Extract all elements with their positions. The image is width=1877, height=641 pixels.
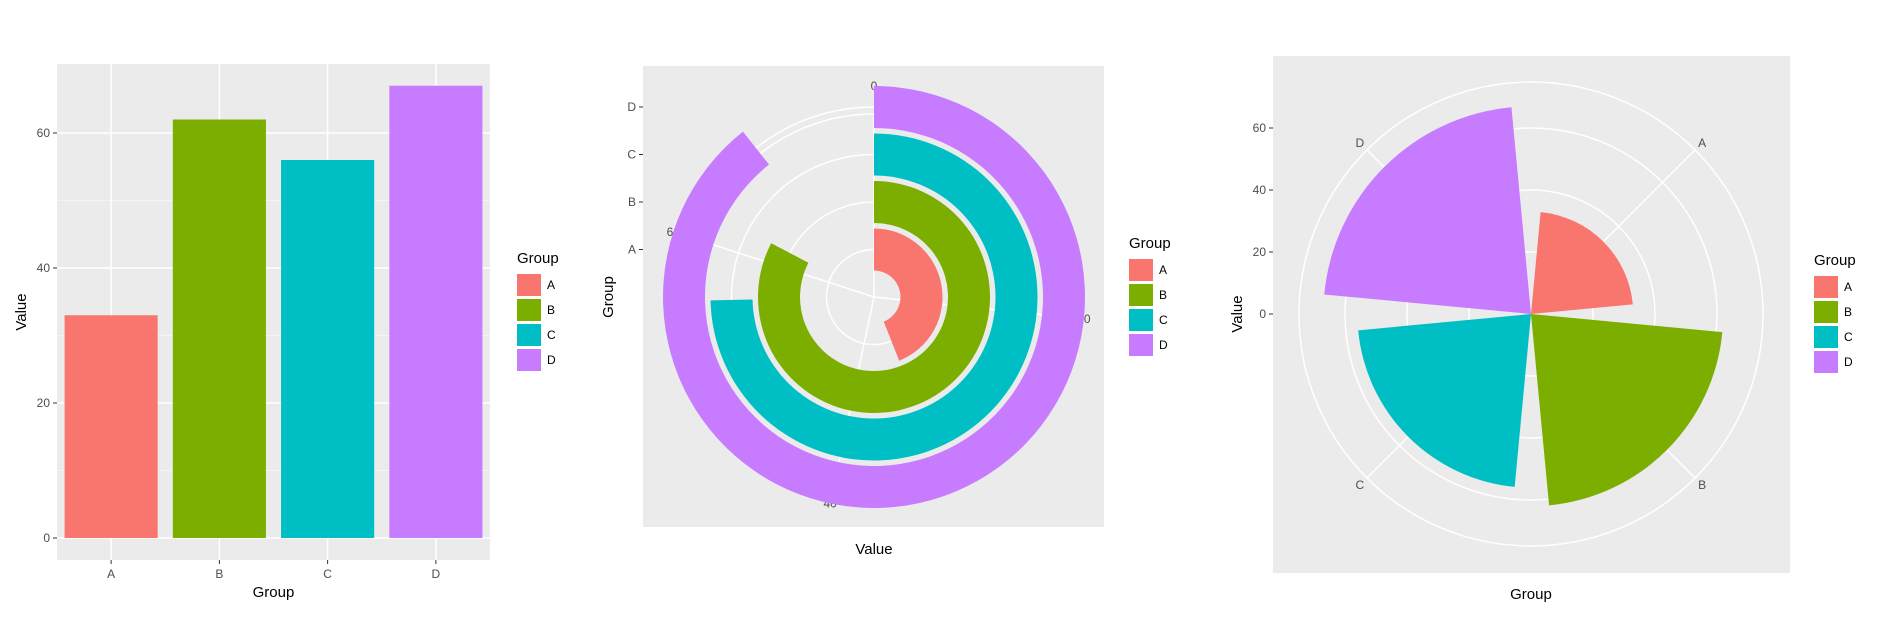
polar-radial-bar-chart: 0204060ABCDValueGroupGroupABCD [600,66,1171,558]
legend-key-a [1129,259,1153,281]
arc-bar-b [758,181,990,413]
legend-key-d [1129,334,1153,356]
legend-key-d [517,349,541,371]
rose-wedge-d [1324,107,1531,315]
y-tick-label: 40 [37,261,51,275]
legend-label-b: B [547,303,555,317]
bar-d [389,85,483,538]
legend-key-c [1129,309,1153,331]
theta-tick-label: 0 [871,79,878,93]
y-tick-label: C [627,148,636,162]
legend-key-c [1814,326,1838,348]
rose-wedge-b [1531,314,1723,506]
outer-gridline [1298,81,1764,547]
x-tick-label: A [107,567,115,581]
radial-gridline [1344,127,1718,501]
y-axis-title: Group [600,276,617,318]
legend-label-d: D [1844,355,1853,369]
legend-key-c [517,324,541,346]
y-tick-label: 20 [1253,245,1267,259]
legend-label-d: D [1159,338,1168,352]
legend-title: Group [1129,235,1171,252]
y-tick-label: 0 [43,531,50,545]
y-tick-label: B [628,195,636,209]
bar-b [172,119,266,538]
arc-bar-a [874,228,943,361]
y-tick-label: 60 [1253,121,1267,135]
theta-tick-label: B [1698,478,1706,492]
legend-label-a: A [1159,263,1167,277]
bar-a [64,315,158,538]
legend-label-c: C [547,328,556,342]
legend-label-d: D [547,353,556,367]
rose-wedge-c [1358,314,1531,487]
legend-label-a: A [547,278,555,292]
y-tick-label: A [628,243,636,257]
y-axis-title: Value [13,293,30,330]
y-tick-label: 0 [1259,307,1266,321]
legend-key-a [517,274,541,296]
y-tick-label: 20 [37,396,51,410]
y-tick-label: D [627,100,636,114]
x-tick-label: D [432,567,441,581]
rose-wedge-a [1531,212,1633,314]
legend-label-b: B [1159,288,1167,302]
theta-tick-label: C [1356,478,1365,492]
legend-key-b [517,299,541,321]
x-tick-label: C [323,567,332,581]
legend-key-a [1814,276,1838,298]
radial-gridline [1406,189,1656,439]
y-tick-label: 60 [37,126,51,140]
legend-label-c: C [1844,330,1853,344]
x-axis-title: Group [1510,586,1552,603]
legend-title: Group [1814,252,1856,269]
x-axis-title: Value [855,541,892,558]
y-axis-title: Value [1229,295,1246,332]
legend-label-b: B [1844,305,1852,319]
legend-label-c: C [1159,313,1168,327]
bar-c [281,160,375,538]
legend-key-d [1814,351,1838,373]
theta-tick-label: A [1698,136,1706,150]
legend-key-b [1814,301,1838,323]
x-axis-title: Group [253,584,295,601]
x-tick-label: B [215,567,223,581]
legend-title: Group [517,250,559,267]
legend-label-a: A [1844,280,1852,294]
y-tick-label: 40 [1253,183,1267,197]
theta-tick-label: D [1356,136,1365,150]
radial-gridline [1468,251,1594,377]
legend-key-b [1129,284,1153,306]
